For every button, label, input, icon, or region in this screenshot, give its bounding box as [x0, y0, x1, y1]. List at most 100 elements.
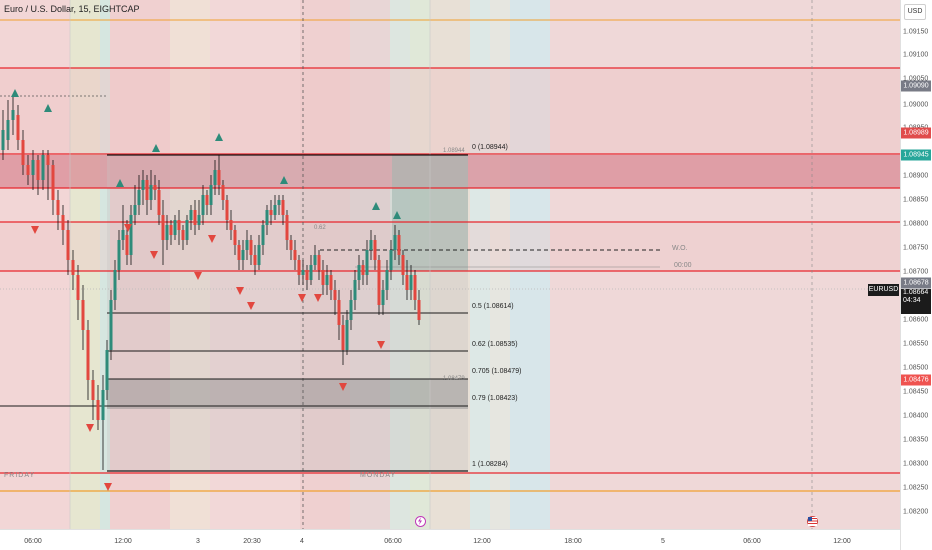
- price-axis-label: 1.08300: [903, 460, 929, 468]
- candle-body: [177, 220, 181, 230]
- candle-body: [237, 245, 241, 260]
- candle-body: [345, 320, 349, 350]
- wo-label: W.O.: [672, 245, 688, 252]
- candle-body: [197, 215, 201, 225]
- symbol-tag: EURUSD: [868, 284, 899, 296]
- sell-signal-marker: [86, 424, 94, 432]
- candle-body: [161, 215, 165, 240]
- price-axis-label: 1.08200: [903, 508, 929, 516]
- candle-body: [389, 250, 393, 270]
- candle-body: [361, 265, 365, 275]
- candle-body: [269, 210, 273, 215]
- buy-signal-marker: [152, 144, 160, 152]
- candle-body: [193, 210, 197, 225]
- currency-button[interactable]: USD: [904, 4, 926, 20]
- price-chart[interactable]: [0, 0, 900, 529]
- candle-body: [113, 270, 117, 300]
- candle-body: [165, 225, 169, 240]
- candle-body: [46, 155, 50, 165]
- candle-body: [181, 230, 185, 240]
- candle-body: [397, 235, 401, 255]
- candle-body: [41, 155, 45, 180]
- candle-body: [76, 275, 80, 300]
- buy-signal-marker: [44, 104, 52, 112]
- candle-body: [213, 170, 217, 185]
- candle-body: [369, 240, 373, 250]
- candle-body: [61, 215, 65, 230]
- time-axis-label: 4: [300, 538, 304, 545]
- candle-body: [229, 220, 233, 230]
- candle-body: [16, 115, 20, 140]
- candle-body: [157, 190, 161, 215]
- candle-body: [333, 290, 337, 300]
- price-tag: 1.08945: [901, 149, 931, 161]
- price-axis[interactable]: [900, 0, 932, 550]
- candle-body: [305, 270, 309, 280]
- price-axis-label: 1.09150: [903, 28, 929, 36]
- time-axis-label: 18:00: [564, 538, 582, 545]
- time-mark-label: 00:00: [674, 262, 692, 269]
- price-axis-label: 1.09100: [903, 51, 929, 59]
- sell-signal-marker: [150, 251, 158, 259]
- candle-body: [133, 205, 137, 215]
- candle-body: [249, 240, 253, 255]
- candle-body: [129, 215, 133, 255]
- fib-label-0-705: 0.705 (1.08479): [472, 368, 522, 375]
- candle-body: [373, 240, 377, 260]
- candle-body: [21, 140, 25, 165]
- fib-note-mid: 0.62: [314, 225, 326, 231]
- candle-body: [377, 260, 381, 305]
- candle-body: [51, 165, 55, 200]
- lightning-event-icon[interactable]: [415, 516, 426, 527]
- time-axis-label: 5: [661, 538, 665, 545]
- candle-body: [1, 130, 5, 150]
- candle-body: [205, 195, 209, 205]
- candle-body: [169, 225, 173, 235]
- price-axis-label: 1.08500: [903, 364, 929, 372]
- candle-body: [381, 290, 385, 305]
- buy-signal-marker: [11, 89, 19, 97]
- candle-body: [137, 190, 141, 205]
- buy-signal-marker: [393, 211, 401, 219]
- chart-area[interactable]: Euro / U.S. Dollar, 15, EIGHTCAP FRIDAY …: [0, 0, 900, 529]
- chart-title: Euro / U.S. Dollar, 15, EIGHTCAP: [4, 4, 140, 14]
- session-label-friday: FRIDAY: [4, 472, 36, 479]
- time-axis-label: 06:00: [384, 538, 402, 545]
- candle-body: [149, 185, 153, 200]
- price-tag: 1.09090: [901, 80, 931, 92]
- price-axis-label: 1.08800: [903, 220, 929, 228]
- candle-body: [109, 300, 113, 350]
- price-tag: 1.08989: [901, 127, 931, 139]
- fib-label-0-79: 0.79 (1.08423): [472, 395, 518, 402]
- price-axis-label: 1.08900: [903, 172, 929, 180]
- candle-body: [417, 300, 421, 320]
- fib-note-top: 1.08944: [443, 148, 465, 154]
- candle-body: [201, 195, 205, 215]
- time-axis-label: 20:30: [243, 538, 261, 545]
- time-axis-label: 06:00: [743, 538, 761, 545]
- candle-body: [245, 240, 249, 250]
- buy-signal-marker: [372, 202, 380, 210]
- candle-body: [309, 265, 313, 280]
- time-axis-label: 06:00: [24, 538, 42, 545]
- candle-body: [393, 235, 397, 250]
- candle-body: [225, 200, 229, 220]
- price-axis-label: 1.09050: [903, 75, 929, 83]
- price-axis-label: 1.08350: [903, 436, 929, 444]
- time-axis[interactable]: [0, 529, 900, 550]
- candle-body: [301, 270, 305, 275]
- us-flag-event-icon[interactable]: [807, 516, 818, 527]
- candle-body: [121, 230, 125, 240]
- candle-body: [91, 380, 95, 400]
- fib-note-low: 1.08479: [443, 376, 465, 382]
- price-tag: 1.08678: [901, 277, 931, 289]
- candle-body: [253, 255, 257, 265]
- candle-body: [185, 220, 189, 240]
- candle-body: [265, 210, 269, 225]
- candle-body: [353, 280, 357, 300]
- candle-body: [281, 200, 285, 215]
- candle-body: [401, 255, 405, 275]
- candle-body: [153, 185, 157, 190]
- sell-signal-marker: [339, 383, 347, 391]
- price-axis-label: 1.08850: [903, 196, 929, 204]
